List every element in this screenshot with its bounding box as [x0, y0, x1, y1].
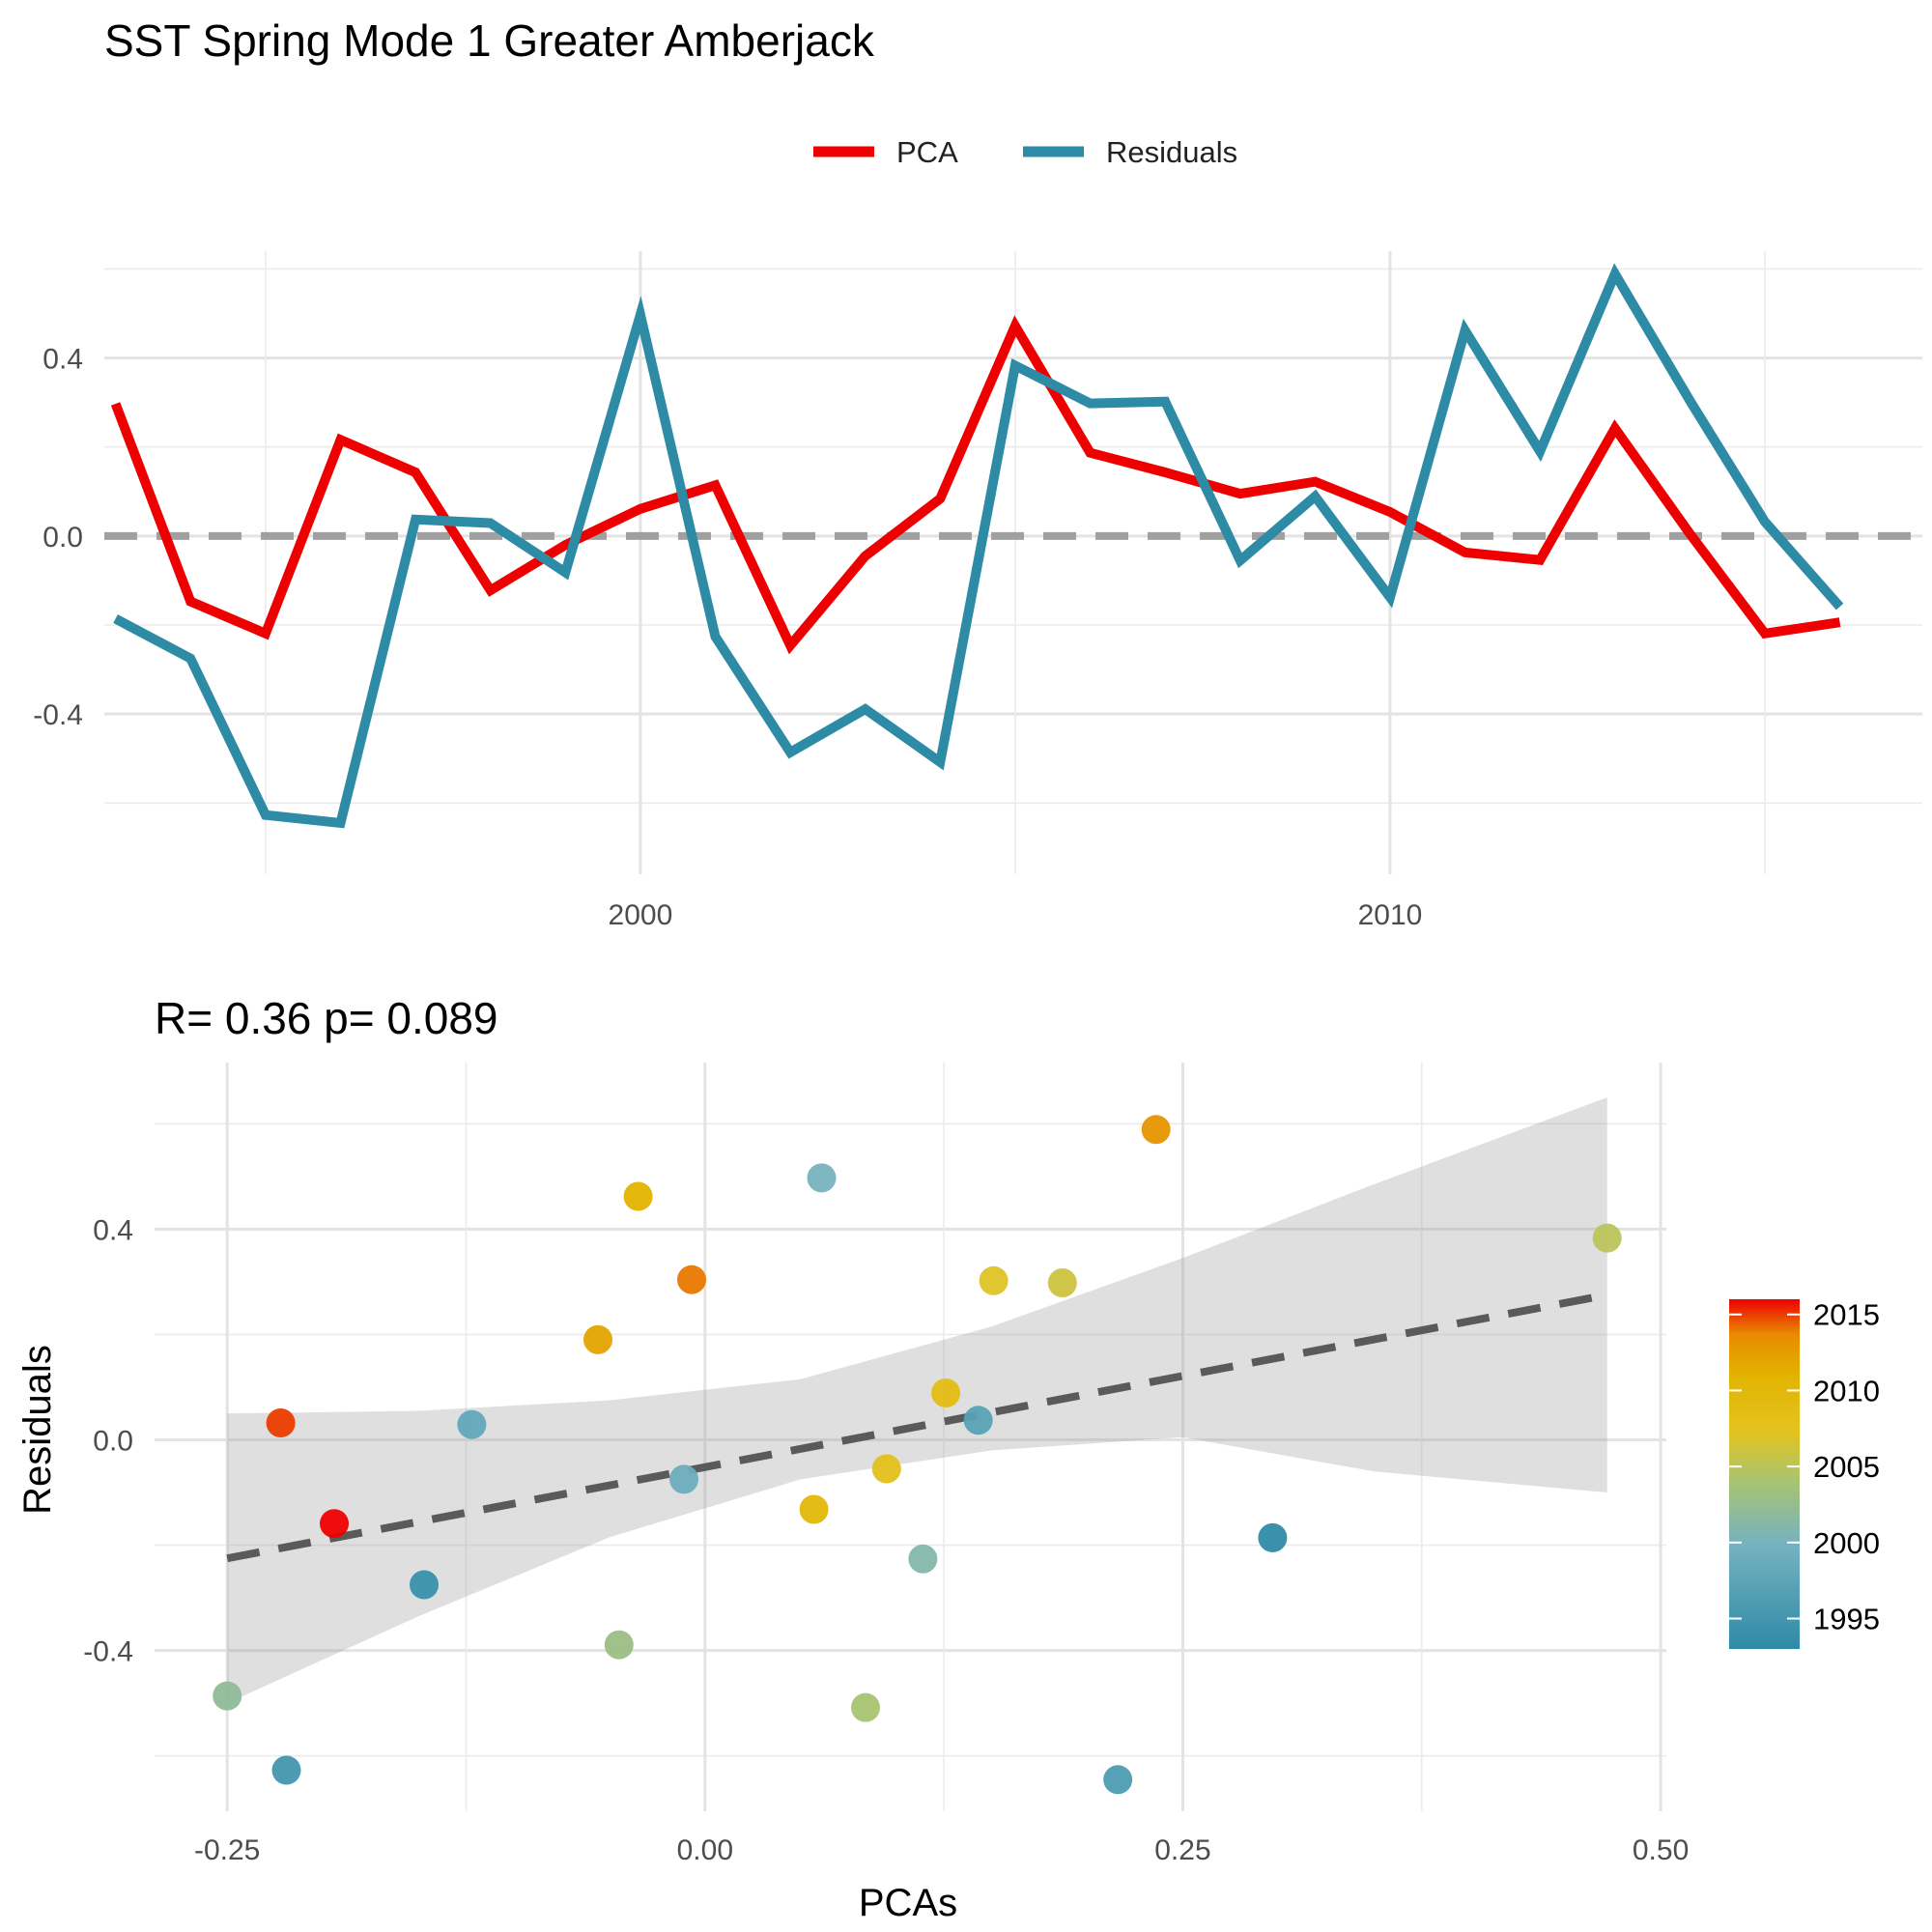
line-chart-grid: [104, 251, 1922, 874]
scatter-point: [871, 1454, 901, 1484]
scatter-point: [851, 1692, 880, 1722]
legend-label-residuals: Residuals: [1106, 135, 1237, 169]
scatter-point: [908, 1544, 938, 1574]
y-tick-label: 0.0: [43, 522, 83, 554]
colorbar-tick-label: 2005: [1813, 1450, 1880, 1484]
x-tick-label: 0.25: [1154, 1834, 1210, 1866]
legend: PCA Residuals: [813, 135, 1237, 169]
scatter-point: [1141, 1115, 1171, 1145]
scatter-point: [669, 1464, 698, 1494]
line-chart-series: [104, 263, 1922, 829]
scatter-point: [1258, 1522, 1288, 1552]
scatter-point: [266, 1408, 296, 1437]
colorbar-gradient: [1729, 1299, 1800, 1649]
y-tick-label: -0.4: [33, 699, 83, 731]
y-tick-label: 0.0: [93, 1425, 133, 1457]
confidence-band: [227, 1097, 1607, 1704]
scatter-subtitle: R= 0.36 p= 0.089: [155, 993, 498, 1043]
regression-fit-line: [226, 1291, 1608, 1563]
scatter-point: [623, 1181, 653, 1211]
y-tick-label: 0.4: [43, 344, 83, 376]
x-tick-label: 0.50: [1633, 1834, 1689, 1866]
y-tick-label: -0.4: [83, 1636, 133, 1668]
scatter-confidence-band: [227, 1097, 1607, 1704]
x-tick-label: -0.25: [194, 1834, 260, 1866]
scatter-points: [213, 1115, 1622, 1795]
colorbar-tick-label: 1995: [1813, 1603, 1880, 1636]
scatter-point: [213, 1681, 242, 1711]
scatter-axes: -0.4 0.0 0.4 -0.25 0.00 0.25 0.50: [83, 1214, 1689, 1866]
legend-label-pca: PCA: [896, 135, 958, 169]
scatter-point: [457, 1409, 487, 1439]
colorbar-tick-label: 2010: [1813, 1374, 1880, 1407]
colorbar: 1995 2000 2005 2010 2015: [1729, 1298, 1880, 1649]
scatter-point: [1592, 1223, 1622, 1253]
scatter-point: [320, 1509, 349, 1539]
series-line-residuals: [113, 263, 1844, 829]
scatter-point: [271, 1755, 301, 1785]
scatter-point: [1047, 1268, 1077, 1297]
scatter-point: [799, 1494, 829, 1524]
scatter-point: [931, 1378, 961, 1407]
colorbar-tick-label: 2015: [1813, 1298, 1880, 1332]
x-tick-label: 2010: [1358, 899, 1423, 931]
line-chart-axes: -0.4 0.0 0.4 2000 2010: [33, 344, 1422, 931]
scatter-point: [979, 1265, 1009, 1295]
colorbar-tick-label: 2000: [1813, 1526, 1880, 1560]
scatter-y-axis-title: Residuals: [16, 1345, 59, 1515]
scatter-point: [604, 1630, 634, 1660]
scatter-point: [963, 1406, 993, 1435]
x-tick-label: 0.00: [677, 1834, 733, 1866]
scatter-x-axis-title: PCAs: [859, 1882, 957, 1924]
chart-title: SST Spring Mode 1 Greater Amberjack: [104, 15, 875, 66]
scatter-point: [583, 1324, 612, 1354]
scatter-fit-line: [226, 1291, 1608, 1563]
scatter-point: [807, 1163, 837, 1193]
scatter-point: [677, 1264, 706, 1294]
y-tick-label: 0.4: [93, 1214, 133, 1246]
scatter-point: [410, 1570, 439, 1600]
scatter-point: [1103, 1765, 1133, 1795]
series-line-pca: [110, 315, 1841, 655]
x-tick-label: 2000: [609, 899, 673, 931]
